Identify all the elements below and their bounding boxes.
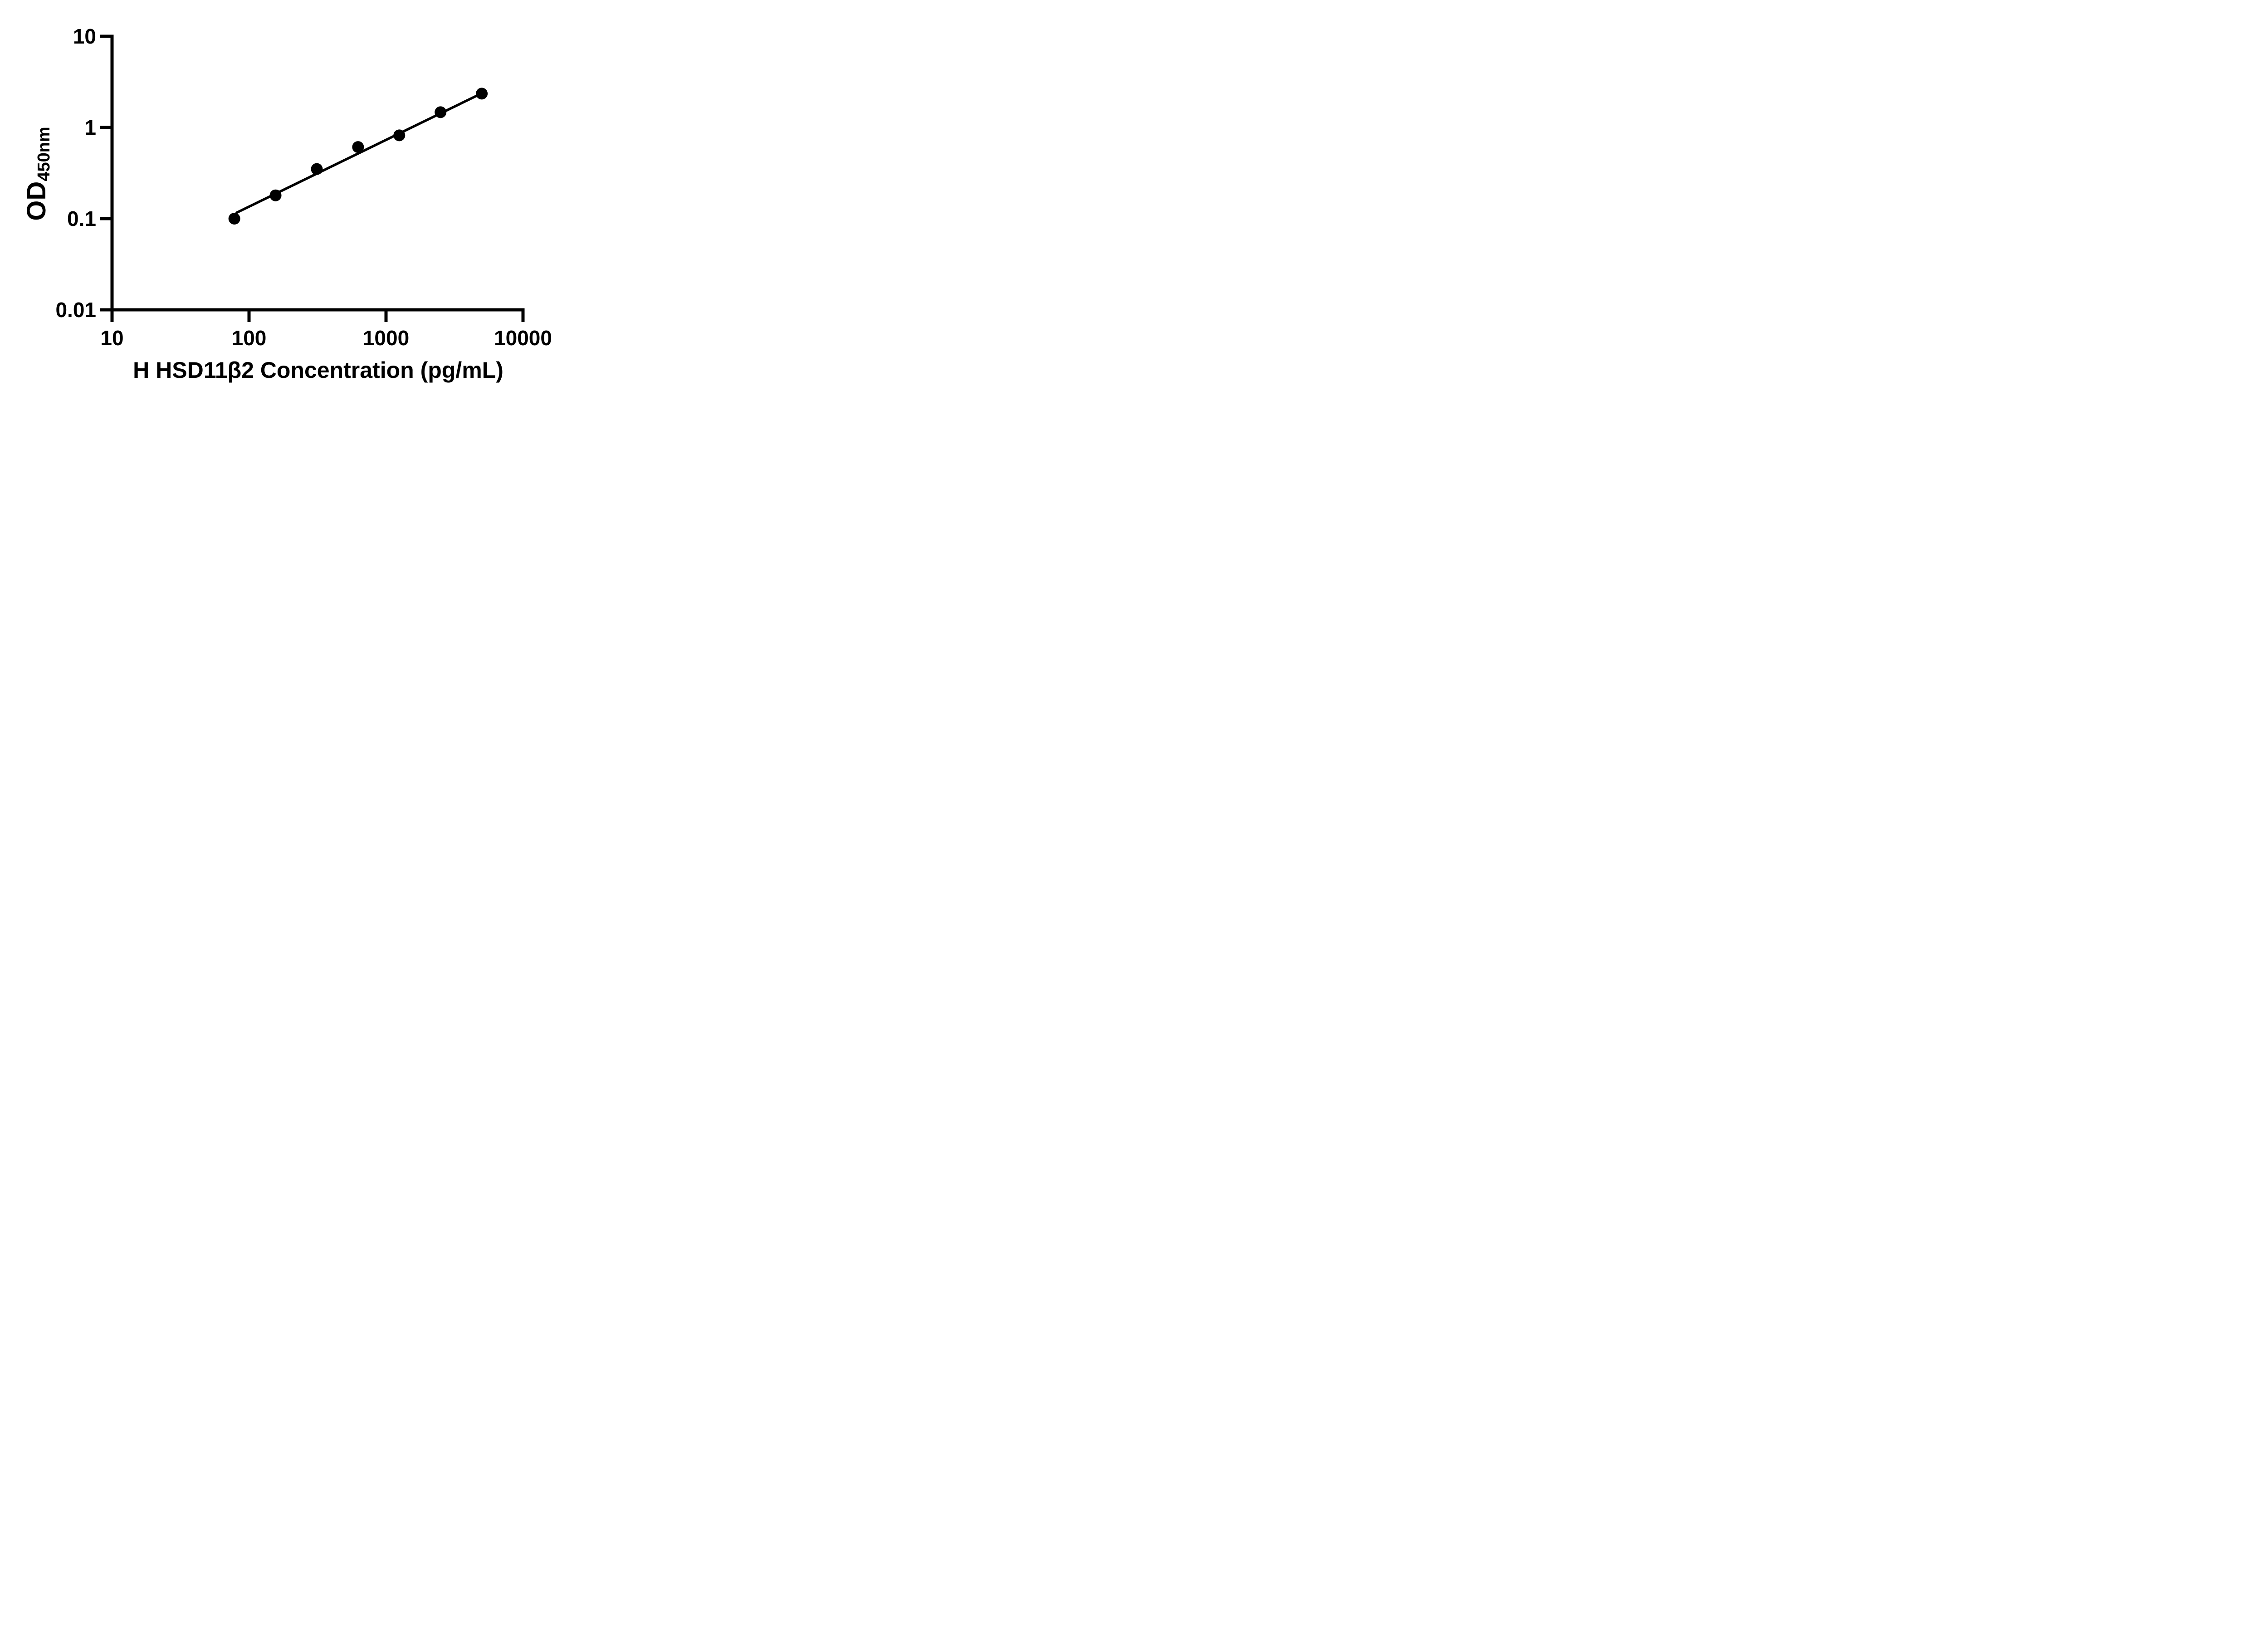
y-axis-title: OD450nm <box>21 127 54 220</box>
data-point-5 <box>393 129 406 142</box>
x-axis-title: H HSD11β2 Concentration (pg/mL) <box>133 357 503 383</box>
y-tick-label-1: 1 <box>84 116 96 139</box>
data-point-2 <box>269 189 282 201</box>
elisa-standard-curve-figure: 10 1 0.1 0.01 10 100 1000 10000 OD450nm H HSD11… <box>0 0 583 408</box>
data-point-4 <box>352 141 364 153</box>
y-tick-label-0.01: 0.01 <box>55 298 96 322</box>
data-point-7 <box>476 88 488 100</box>
y-tick-label-10: 10 <box>73 24 96 48</box>
y-tick-label-0.1: 0.1 <box>67 207 96 230</box>
data-point-1 <box>228 213 240 225</box>
data-point-3 <box>311 163 323 175</box>
x-tick-label-100: 100 <box>232 326 267 350</box>
x-tick-label-10000: 10000 <box>494 326 552 350</box>
y-axis-title-subscript: 450nm <box>34 127 54 181</box>
data-point-6 <box>435 106 447 118</box>
x-tick-label-1000: 1000 <box>363 326 409 350</box>
y-axis-title-main: OD <box>21 181 51 221</box>
x-tick-label-10: 10 <box>100 326 123 350</box>
